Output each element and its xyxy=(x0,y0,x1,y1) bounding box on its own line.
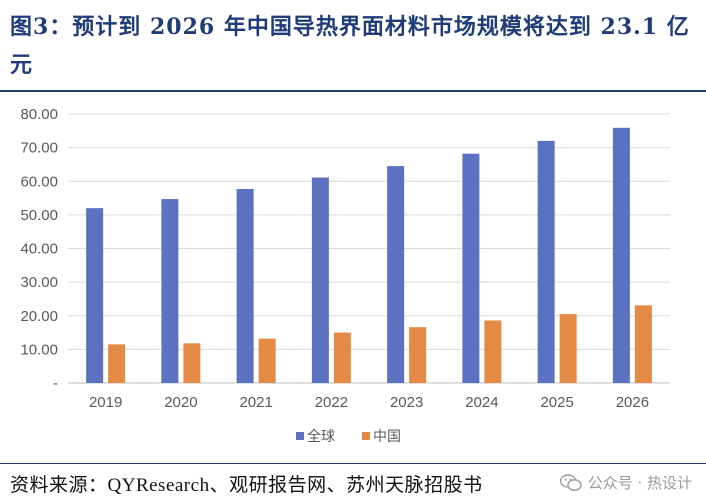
x-tick-label: 2026 xyxy=(616,394,649,411)
bar-global-2024 xyxy=(462,153,480,383)
wechat-icon xyxy=(559,473,582,491)
bar-china-2019 xyxy=(108,344,126,383)
y-tick-label: 80.00 xyxy=(20,106,58,123)
x-tick-label: 2022 xyxy=(315,394,348,411)
legend-label: 全球 xyxy=(307,428,335,445)
bar-chart: - 10.00 20.00 30.00 40.00 50.00 60.00 70.00 80.0… xyxy=(0,92,706,462)
y-tick-labels: - 10.00 20.00 30.00 40.00 50.00 60.00 70.00 80.0… xyxy=(20,106,58,392)
x-tick-label: 2021 xyxy=(239,394,272,411)
y-tick-label: 10.00 xyxy=(20,341,58,358)
x-tick-label: 2019 xyxy=(89,394,122,411)
x-tick-labels: 2019 2020 2021 2022 2023 2024 2025 2026 xyxy=(89,394,649,411)
x-tick-label: 2024 xyxy=(465,394,498,411)
watermark-text: 公众号 · 热设计 xyxy=(587,474,692,492)
bar-china-2023 xyxy=(409,327,427,383)
bar-global-2019 xyxy=(86,208,104,383)
chart-background xyxy=(0,92,706,462)
bar-global-2025 xyxy=(537,140,555,383)
y-tick-label: 60.00 xyxy=(20,173,58,190)
bar-global-2020 xyxy=(161,199,179,383)
bars-layer xyxy=(86,127,652,383)
legend: 全球 中国 xyxy=(296,428,401,445)
x-tick-label: 2023 xyxy=(390,394,423,411)
bar-china-2026 xyxy=(634,305,652,383)
bar-china-2025 xyxy=(559,314,577,383)
bottom-rule xyxy=(0,463,706,464)
figure-title: 图3：预计到 2026 年中国导热界面材料市场规模将达到 23.1 亿元 xyxy=(10,14,690,78)
y-tick-label: 20.00 xyxy=(20,308,58,325)
y-tick-label: 50.00 xyxy=(20,207,58,224)
bar-global-2026 xyxy=(612,127,630,383)
y-tick-label: 30.00 xyxy=(20,274,58,291)
bar-global-2022 xyxy=(311,177,329,383)
y-tick-label: 70.00 xyxy=(20,140,58,157)
legend-label: 中国 xyxy=(373,429,401,445)
y-tick-label: 40.00 xyxy=(20,241,58,258)
bar-china-2020 xyxy=(183,343,201,383)
watermark: 公众号 · 热设计 xyxy=(559,472,692,493)
top-rule xyxy=(0,90,706,92)
legend-swatch xyxy=(296,432,304,440)
x-tick-label: 2020 xyxy=(164,394,197,411)
source-note: 资料来源：QYResearch、观研报告网、苏州天脉招股书 xyxy=(10,475,483,496)
y-tick-label: - xyxy=(53,375,58,392)
legend-swatch xyxy=(362,432,370,440)
bar-global-2021 xyxy=(236,188,254,383)
bar-china-2024 xyxy=(484,320,502,383)
bar-china-2021 xyxy=(258,338,276,383)
bar-global-2023 xyxy=(387,166,405,383)
bar-china-2022 xyxy=(333,332,351,383)
x-tick-label: 2025 xyxy=(540,394,573,411)
